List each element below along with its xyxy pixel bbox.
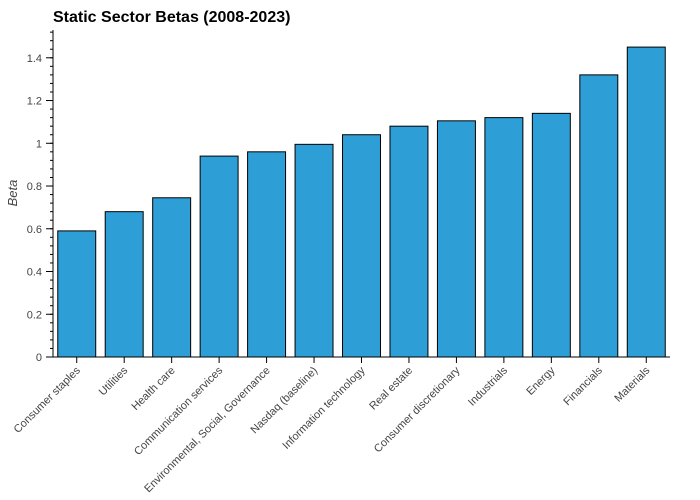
- plot-area: 0 0.2 0.4 0.6 0.8 1 1.2 1.4 Consumer staples Util…: [12, 30, 670, 495]
- bar-3: [199, 155, 239, 358]
- x-tick-label: Health care: [130, 365, 178, 413]
- bar-5: [294, 143, 334, 358]
- bar-1: [104, 211, 144, 358]
- y-tick-label: 1.4: [27, 53, 42, 65]
- y-tick-label: 1: [36, 138, 42, 150]
- bar-12: [626, 46, 666, 358]
- bar-2: [152, 197, 192, 358]
- bar-10: [531, 112, 571, 358]
- x-tick-label: Materials: [612, 364, 652, 404]
- bar-9: [484, 117, 524, 358]
- x-tick-label: Consumer discretionary: [372, 364, 463, 455]
- y-tick-label: 1.2: [27, 96, 42, 108]
- x-tick-label: Communication services: [132, 364, 226, 458]
- y-tick-label: 0.2: [27, 309, 42, 321]
- y-tick-label: 0.6: [27, 224, 42, 236]
- x-tick-label: Utilities: [97, 364, 131, 398]
- x-tick-label: Financials: [561, 364, 605, 408]
- x-tick-label: Consumer staples: [12, 364, 84, 436]
- x-tick-label: Energy: [524, 364, 557, 397]
- bar-7: [389, 125, 429, 358]
- y-tick-label: 0.8: [27, 181, 42, 193]
- x-tick-label: Industrials: [466, 364, 510, 408]
- bar-4: [247, 151, 287, 358]
- x-tick-label: Information technology: [280, 364, 368, 452]
- bar-0: [57, 230, 97, 358]
- bar-6: [342, 134, 381, 358]
- x-tick-label: Real estate: [367, 365, 415, 413]
- bar-8: [436, 120, 476, 358]
- y-axis-label: Beta: [5, 180, 20, 207]
- bar-11: [579, 74, 619, 358]
- y-tick-label: 0: [36, 352, 42, 364]
- y-tick-label: 0.4: [27, 267, 42, 279]
- chart-title: Static Sector Betas (2008-2023): [53, 9, 290, 26]
